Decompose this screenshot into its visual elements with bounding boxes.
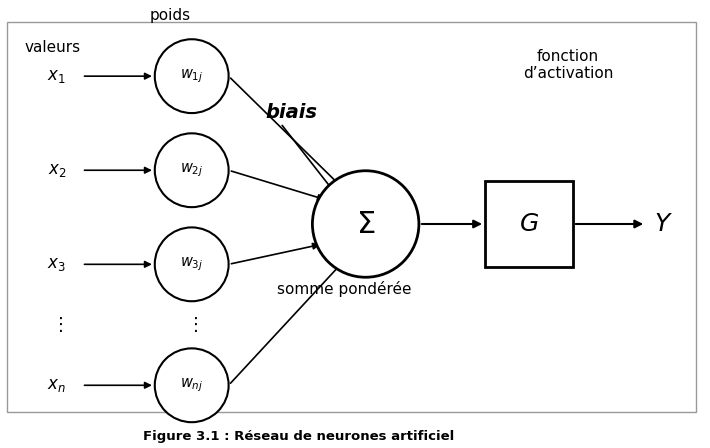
Text: poids: poids xyxy=(150,8,191,23)
Ellipse shape xyxy=(155,349,229,422)
Text: $\mathbf{\mathit{Y}}$: $\mathbf{\mathit{Y}}$ xyxy=(655,212,673,236)
Ellipse shape xyxy=(312,171,419,277)
Text: $\vdots$: $\vdots$ xyxy=(186,315,197,334)
Text: $x_2$: $x_2$ xyxy=(48,161,66,179)
Text: biais: biais xyxy=(265,103,317,121)
Text: valeurs: valeurs xyxy=(25,39,81,55)
FancyBboxPatch shape xyxy=(7,22,696,412)
Text: $x_3$: $x_3$ xyxy=(48,255,66,273)
Text: $w_{nj}$: $w_{nj}$ xyxy=(180,376,203,394)
Text: somme pondérée: somme pondérée xyxy=(277,281,412,297)
FancyBboxPatch shape xyxy=(485,181,573,267)
Text: $w_{3j}$: $w_{3j}$ xyxy=(180,255,203,273)
Text: $\mathbf{\mathit{G}}$: $\mathbf{\mathit{G}}$ xyxy=(519,212,539,236)
Text: Figure 3.1 : Réseau de neurones artificiel: Figure 3.1 : Réseau de neurones artifici… xyxy=(143,430,454,444)
Text: $w_{1j}$: $w_{1j}$ xyxy=(180,67,203,85)
Ellipse shape xyxy=(155,134,229,207)
Text: $w_{2j}$: $w_{2j}$ xyxy=(180,161,203,179)
Ellipse shape xyxy=(155,39,229,113)
Text: fonction
d’activation: fonction d’activation xyxy=(523,49,613,81)
Text: $\vdots$: $\vdots$ xyxy=(51,315,62,334)
Ellipse shape xyxy=(155,228,229,301)
Text: $\Sigma$: $\Sigma$ xyxy=(356,210,376,238)
Text: $x_1$: $x_1$ xyxy=(48,67,66,85)
Text: $x_n$: $x_n$ xyxy=(48,376,66,394)
